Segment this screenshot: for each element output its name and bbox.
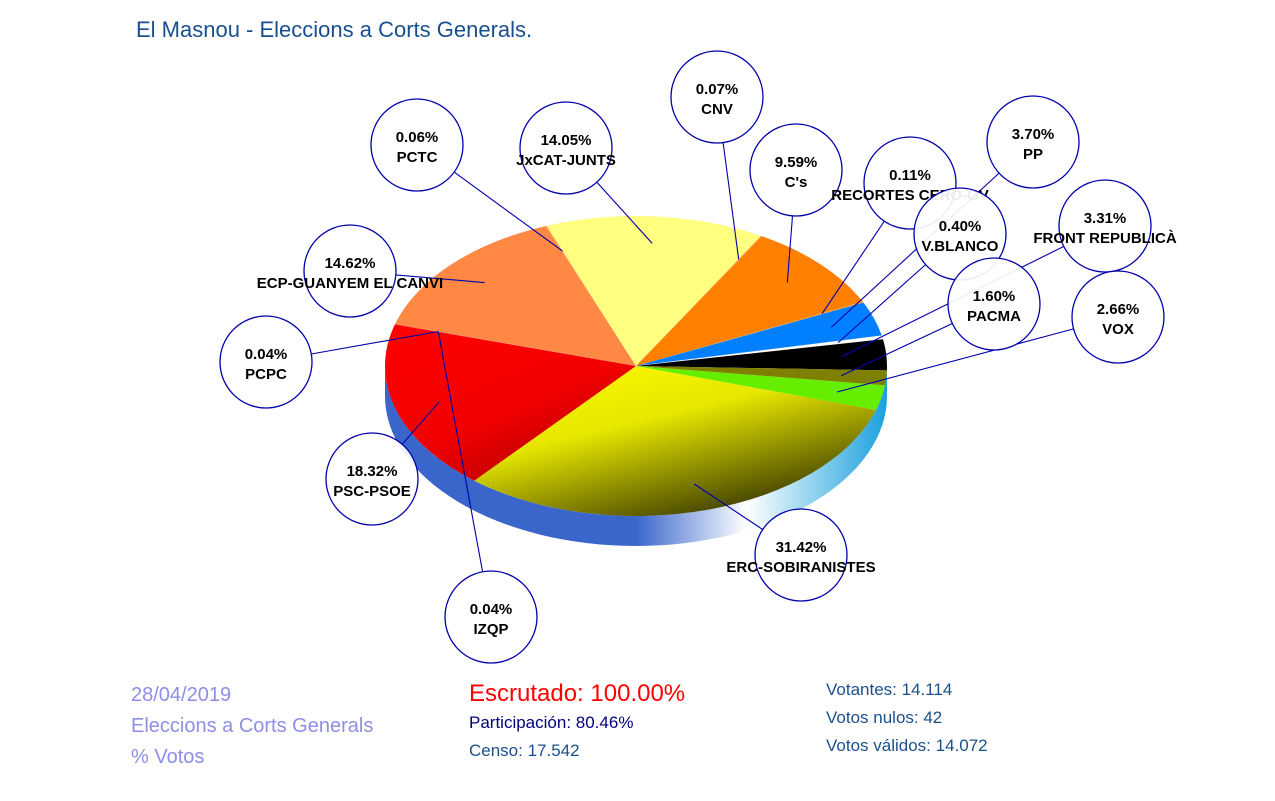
- pct-label-recortes-cero-gv: 0.11%: [889, 167, 931, 184]
- leader-ecp-guanyem-el-canvi: [395, 274, 485, 284]
- bubble-c-s: [749, 123, 843, 217]
- pie-slice-pacma: [636, 366, 887, 386]
- pie-slice-pctc: [546, 225, 636, 366]
- leader-pctc: [453, 171, 563, 252]
- name-label-erc-sobiranistes: ERC-SOBIRANISTES: [726, 559, 875, 576]
- pct-label-c-s: 9.59%: [775, 154, 818, 171]
- name-label-vox: VOX: [1102, 321, 1134, 338]
- pct-label-ecp-guanyem-el-canvi: 14.62%: [325, 255, 376, 272]
- pct-label-jxcat-junts: 14.05%: [541, 132, 592, 149]
- name-label-psc-psoe: PSC-PSOE: [333, 483, 411, 500]
- leader-c-s: [786, 215, 794, 283]
- pie-slice-v-blanco: [635, 335, 884, 367]
- votos-validos-text: Votos válidos: 14.072: [826, 736, 988, 755]
- bubble-jxcat-junts: [519, 101, 613, 195]
- leader-v-blanco: [837, 264, 926, 344]
- name-label-front-republic: FRONT REPUBLICÀ: [1033, 230, 1176, 247]
- name-label-v-blanco: V.BLANCO: [922, 238, 999, 255]
- footer-date: 28/04/2019: [131, 684, 232, 706]
- pie-slice-erc-sobiranistes: [474, 366, 877, 516]
- pie-slices: [384, 215, 887, 516]
- footer-metric: % Votos: [131, 746, 205, 768]
- bubble-cnv: [670, 50, 764, 144]
- bubble-pacma: [947, 257, 1041, 351]
- pie-slice-jxcat-junts: [546, 215, 761, 366]
- bubble-erc-sobiranistes: [754, 508, 848, 602]
- pct-label-psc-psoe: 18.32%: [347, 463, 398, 480]
- pie-slice-izqp: [394, 324, 636, 366]
- pie-slice-pp: [636, 302, 882, 366]
- pct-label-izqp: 0.04%: [470, 601, 513, 618]
- bubble-psc-psoe: [325, 432, 419, 526]
- bubble-front-republic: [1058, 179, 1152, 273]
- leader-cnv: [722, 142, 740, 260]
- bubble-pcpc: [219, 315, 313, 409]
- pie-side-wall: [385, 366, 887, 546]
- bubble-vox: [1071, 270, 1165, 364]
- pct-label-erc-sobiranistes: 31.42%: [776, 539, 827, 556]
- name-label-pcpc: PCPC: [245, 366, 287, 383]
- leader-erc-sobiranistes: [693, 483, 764, 530]
- pct-label-v-blanco: 0.40%: [939, 218, 982, 235]
- footer-mid: Escrutado: 100.00% Participación: 80.46%…: [469, 679, 685, 765]
- participacion-text: Participación: 80.46%: [469, 713, 634, 732]
- pie-slice-recortes-cero-gv: [636, 301, 864, 366]
- pie-slice-cnv: [636, 235, 762, 366]
- bubble-pp: [986, 95, 1080, 189]
- name-label-pp: PP: [1023, 146, 1043, 163]
- pct-label-cnv: 0.07%: [696, 81, 739, 98]
- name-label-ecp-guanyem-el-canvi: ECP-GUANYEM EL CANVI: [257, 275, 443, 292]
- name-label-cnv: CNV: [701, 101, 733, 118]
- name-label-pctc: PCTC: [397, 149, 438, 166]
- censo-text: Censo: 17.542: [469, 741, 580, 760]
- footer-right: Votantes: 14.114 Votos nulos: 42 Votos v…: [826, 676, 988, 760]
- pie-slice-front-republic: [636, 339, 887, 371]
- leader-recortes-cero-gv: [821, 220, 885, 314]
- bubble-izqp: [444, 570, 538, 664]
- leader-pacma: [840, 323, 953, 377]
- pie-slice-vox: [636, 366, 885, 410]
- pct-label-pcpc: 0.04%: [245, 346, 288, 363]
- bubble-pctc: [370, 98, 464, 192]
- bubble-ecp-guanyem-el-canvi: [303, 224, 397, 318]
- pct-label-pp: 3.70%: [1012, 126, 1055, 143]
- name-label-c-s: C's: [785, 174, 808, 191]
- pie-slice-ecp-guanyem-el-canvi: [395, 225, 636, 366]
- votos-nulos-text: Votos nulos: 42: [826, 708, 943, 727]
- pct-label-pctc: 0.06%: [396, 129, 439, 146]
- name-label-jxcat-junts: JxCAT-JUNTS: [516, 152, 616, 169]
- label-bubbles: 31.42% ERC-SOBIRANISTES 18.32% PSC-PSOE 0.04…: [219, 50, 1177, 664]
- name-label-izqp: IZQP: [473, 621, 508, 638]
- chart-title: El Masnou - Eleccions a Corts Generals.: [136, 17, 533, 42]
- leader-izqp: [437, 331, 484, 572]
- pct-label-front-republic: 3.31%: [1084, 210, 1127, 227]
- pct-label-pacma: 1.60%: [973, 288, 1016, 305]
- leader-jxcat-junts: [596, 181, 653, 244]
- pie-slice-pcpc: [395, 323, 636, 366]
- footer-left: 28/04/2019 Eleccions a Corts Generals % …: [131, 680, 373, 773]
- leader-vox: [837, 328, 1074, 393]
- votantes-text: Votantes: 14.114: [826, 680, 953, 699]
- pie-slice-psc-psoe: [384, 324, 636, 481]
- pie-slice-c-s: [636, 236, 863, 366]
- footer-election: Eleccions a Corts Generals: [131, 715, 374, 737]
- leader-pcpc: [311, 330, 439, 355]
- name-label-pacma: PACMA: [967, 308, 1021, 325]
- pie-side: [385, 366, 887, 546]
- leader-psc-psoe: [401, 401, 440, 445]
- escrutado-text: Escrutado: 100.00%: [469, 680, 686, 707]
- pct-label-vox: 2.66%: [1097, 301, 1140, 318]
